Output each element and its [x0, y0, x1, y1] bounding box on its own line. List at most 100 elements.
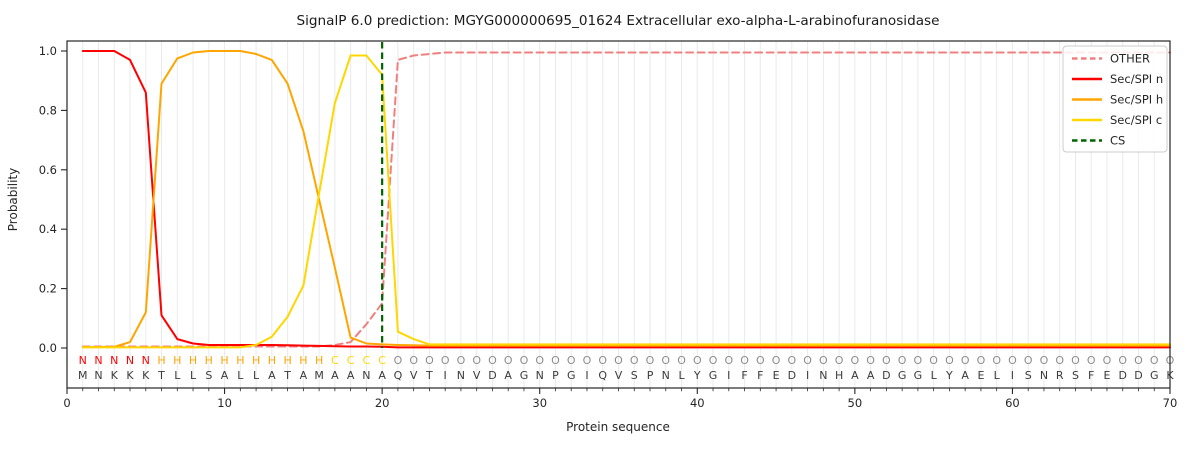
gridlines — [82, 41, 1155, 388]
sequence-letter: N — [1040, 369, 1048, 382]
sequence-letter: N — [536, 369, 544, 382]
region-letter: O — [1024, 354, 1033, 367]
sequence-letter: S — [631, 369, 638, 382]
sequence-letter: V — [615, 369, 623, 382]
region-letter: O — [394, 354, 403, 367]
sequence-letter-rows: NMNNNKNKNKHTHLHLHSHAHLHLHAHTHAHMCACACNCA… — [78, 354, 1175, 382]
sequence-letter: K — [111, 369, 119, 382]
sequence-letter: Y — [693, 369, 701, 382]
region-letter: O — [1118, 354, 1127, 367]
sequence-letter: L — [190, 369, 197, 382]
region-letter: O — [457, 354, 466, 367]
sequence-letter: A — [867, 369, 875, 382]
region-letter: O — [1150, 354, 1159, 367]
region-letter: H — [157, 354, 165, 367]
sequence-letter: L — [931, 369, 938, 382]
x-tick-label: 10 — [217, 396, 232, 410]
region-letter: O — [756, 354, 765, 367]
legend-entry-label: Sec/SPI c — [1110, 113, 1162, 127]
region-letter: O — [488, 354, 497, 367]
x-tick-label: 0 — [63, 396, 70, 410]
sequence-letter: E — [977, 369, 984, 382]
sequence-letter: I — [1011, 369, 1014, 382]
region-letter: O — [614, 354, 623, 367]
region-letter: O — [646, 354, 655, 367]
region-letter: O — [472, 354, 481, 367]
sequence-letter: D — [1134, 369, 1142, 382]
sequence-letter: T — [283, 369, 291, 382]
sequence-letter: A — [268, 369, 276, 382]
sequence-letter: L — [678, 369, 685, 382]
x-tick-label: 20 — [375, 396, 390, 410]
region-letter: O — [441, 354, 450, 367]
region-letter: O — [567, 354, 576, 367]
legend-entry-label: OTHER — [1110, 52, 1150, 66]
x-tick-label: 30 — [532, 396, 547, 410]
region-letter: O — [724, 354, 733, 367]
sequence-letter: F — [1088, 369, 1094, 382]
sequence-letter: D — [1118, 369, 1126, 382]
sequence-letter: V — [473, 369, 481, 382]
region-letter: O — [740, 354, 749, 367]
region-letter: O — [961, 354, 970, 367]
region-letter: H — [236, 354, 244, 367]
region-letter: N — [142, 354, 150, 367]
region-letter: O — [787, 354, 796, 367]
sequence-letter: D — [488, 369, 496, 382]
region-letter: O — [409, 354, 418, 367]
sequence-letter: I — [806, 369, 809, 382]
x-tick-label: 50 — [848, 396, 863, 410]
sequence-letter: N — [94, 369, 102, 382]
sequence-letter: G — [520, 369, 529, 382]
region-letter: O — [992, 354, 1001, 367]
region-letter: O — [1103, 354, 1112, 367]
sequence-letter: T — [157, 369, 165, 382]
region-letter: C — [347, 354, 355, 367]
sequence-letter: D — [882, 369, 890, 382]
region-letter: O — [851, 354, 860, 367]
sequence-letter: K — [126, 369, 134, 382]
legend-entry-label: Sec/SPI n — [1110, 72, 1163, 86]
legend-box — [1062, 45, 1168, 153]
region-letter: O — [835, 354, 844, 367]
sequence-letter: N — [457, 369, 465, 382]
sequence-letter: T — [425, 369, 433, 382]
sequence-letter: G — [898, 369, 907, 382]
y-tick-label: 0.8 — [39, 103, 57, 117]
region-letter: O — [1087, 354, 1096, 367]
sequence-letter: D — [788, 369, 796, 382]
sequence-letter: L — [237, 369, 244, 382]
sequence-letter: A — [851, 369, 859, 382]
y-axis-label: Probability — [6, 168, 20, 231]
chart-title: SignalP 6.0 prediction: MGYG000000695_01… — [296, 13, 939, 29]
sequence-letter: I — [444, 369, 447, 382]
sequence-letter: Y — [945, 369, 953, 382]
region-letter: O — [898, 354, 907, 367]
region-letter: O — [520, 354, 529, 367]
curve-sec-spi-c — [81, 54, 1171, 349]
curve-other — [81, 51, 1171, 348]
sequence-letter: I — [585, 369, 588, 382]
probability-curves — [81, 50, 1171, 349]
region-letter: N — [94, 354, 102, 367]
sequence-letter: N — [362, 369, 370, 382]
sequence-letter: V — [410, 369, 418, 382]
sequence-letter: G — [914, 369, 923, 382]
sequence-letter: A — [331, 369, 339, 382]
region-letter: O — [945, 354, 954, 367]
y-tick-label: 1.0 — [39, 44, 57, 58]
sequence-letter: Q — [394, 369, 403, 382]
y-tick-label: 0.4 — [39, 222, 57, 236]
region-letter: O — [866, 354, 875, 367]
sequence-letter: L — [253, 369, 260, 382]
sequence-letter: A — [504, 369, 512, 382]
y-axis-ticks: 0.0 0.2 0.4 0.6 0.8 1.0 — [39, 44, 67, 355]
x-tick-label: 70 — [1163, 396, 1178, 410]
region-letter: O — [677, 354, 686, 367]
x-tick-label: 40 — [690, 396, 705, 410]
region-letter: O — [661, 354, 670, 367]
region-letter: O — [535, 354, 544, 367]
sequence-letter: P — [552, 369, 559, 382]
sequence-letter: L — [994, 369, 1001, 382]
